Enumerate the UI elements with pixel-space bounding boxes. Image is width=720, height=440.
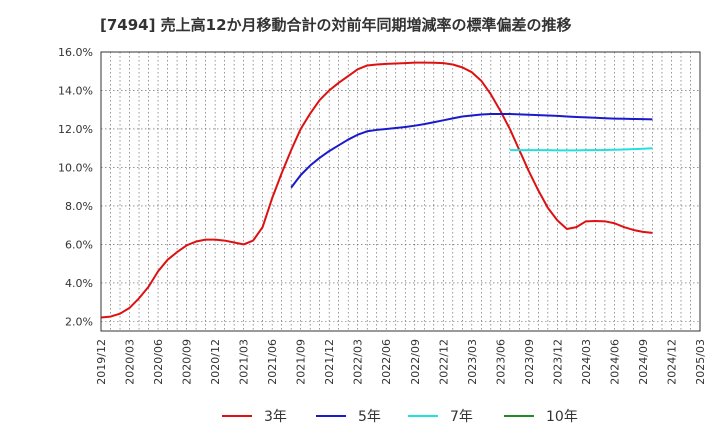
x-tick-label: 2024/09 (637, 339, 650, 385)
y-tick-label: 14.0% (58, 84, 93, 97)
legend-item-3y[interactable]: 3年 (222, 404, 287, 428)
x-tick-label: 2019/12 (95, 339, 108, 385)
x-tick-label: 2022/06 (380, 339, 393, 385)
x-tick-label: 2024/03 (580, 339, 593, 385)
grid-layer (101, 51, 700, 331)
legend-item-7y[interactable]: 7年 (408, 404, 473, 428)
x-tick-label: 2022/03 (352, 339, 365, 385)
plot-frame (100, 51, 701, 332)
series-layer (100, 61, 653, 319)
x-tick-label: 2022/12 (437, 339, 450, 385)
x-tick-label: 2022/09 (409, 339, 422, 385)
y-tick-label: 10.0% (58, 161, 93, 174)
x-tick-label: 2021/03 (238, 339, 251, 385)
line-chart: 2.0% 4.0% 6.0% 8.0% 10.0% 12.0% 14.0% 16.0% 201… (58, 46, 707, 385)
legend-swatch-10y (504, 415, 534, 417)
legend-label-5y: 5年 (358, 409, 381, 425)
x-tick-label: 2020/09 (181, 339, 194, 385)
x-tick-label: 2025/03 (694, 339, 707, 385)
x-tick-label: 2021/09 (295, 339, 308, 385)
y-tick-label: 4.0% (65, 277, 93, 290)
chart-title: [7494] 売上高12か月移動合計の対前年同期増減率の標準偏差の推移 (100, 16, 572, 34)
y-tick-label: 12.0% (58, 123, 93, 136)
x-tick-label: 2023/06 (494, 339, 507, 385)
x-tick-label: 2020/12 (209, 339, 222, 385)
x-tick-label: 2023/09 (523, 339, 536, 385)
legend-label-10y: 10年 (546, 409, 578, 425)
x-tick-label: 2023/03 (466, 339, 479, 385)
series-line-1 (100, 61, 653, 319)
series-line-3 (509, 147, 653, 152)
chart-legend: 3年 5年 7年 10年 (0, 404, 720, 428)
legend-label-3y: 3年 (264, 409, 287, 425)
legend-swatch-3y (222, 415, 252, 417)
legend-label-7y: 7年 (450, 409, 473, 425)
y-axis-ticks: 2.0% 4.0% 6.0% 8.0% 10.0% 12.0% 14.0% 16.0% (58, 46, 93, 328)
y-tick-label: 2.0% (65, 315, 93, 328)
legend-item-10y[interactable]: 10年 (504, 404, 578, 428)
x-tick-label: 2020/06 (152, 339, 165, 385)
legend-item-5y[interactable]: 5年 (316, 404, 381, 428)
x-tick-label: 2020/03 (124, 339, 137, 385)
legend-swatch-7y (408, 415, 438, 417)
x-axis-ticks: 2019/12 2020/03 2020/06 2020/09 2020/12 2021/… (95, 339, 707, 385)
y-tick-label: 6.0% (65, 238, 93, 251)
legend-swatch-5y (316, 415, 346, 417)
x-tick-label: 2021/06 (266, 339, 279, 385)
x-tick-label: 2023/12 (551, 339, 564, 385)
series-line-2 (290, 112, 653, 189)
y-tick-label: 8.0% (65, 200, 93, 213)
x-tick-label: 2021/12 (323, 339, 336, 385)
x-tick-label: 2024/12 (665, 339, 678, 385)
x-tick-label: 2024/06 (608, 339, 621, 385)
y-tick-label: 16.0% (58, 46, 93, 59)
